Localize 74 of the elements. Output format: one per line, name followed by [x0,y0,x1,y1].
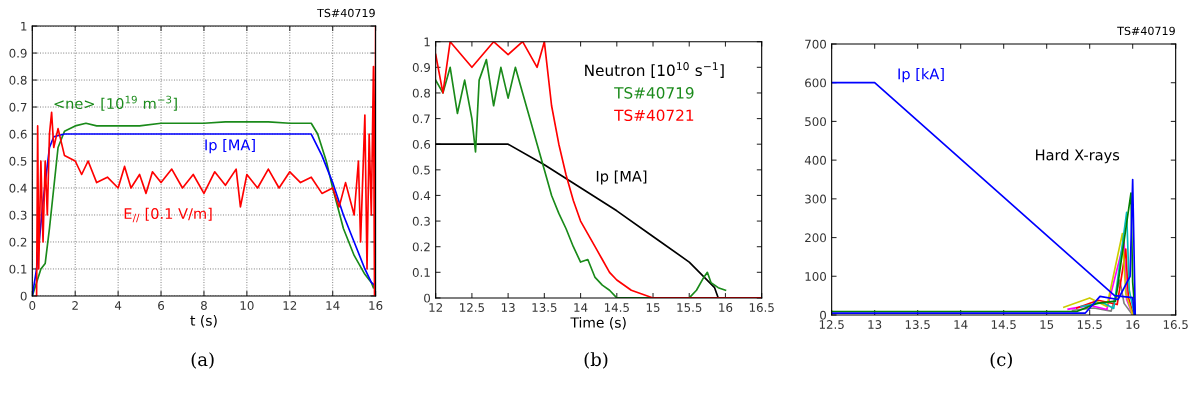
x-tick-label: 2 [72,301,78,310]
y-tick-label: 100 [805,272,827,281]
y-tick-label: 0.5 [9,156,27,166]
y-tick-label: 400 [804,155,827,165]
y-tick-label: 0.3 [9,210,27,220]
legend-title: Neutron [10$^{10}$ s$^{−1}$] [585,62,724,78]
x-tick-label: 13.5 [532,303,557,312]
y-tick-label: 0.1 [9,264,27,274]
series-label: Ip [kA] [898,68,944,83]
x-axis-title: Time (s) [570,317,626,330]
y-tick-label: 1 [424,37,430,47]
x-axis-title: t (s) [190,315,217,328]
x-tick-label: 16 [719,303,733,312]
y-tick-label: 300 [805,194,827,204]
series-label: E$_{//}$ [0.1 V/m] [124,207,212,223]
x-tick-label: 14.5 [991,320,1016,329]
y-tick-label: 0 [424,293,431,303]
x-tick-label: 6 [158,301,165,310]
y-tick-label: 0.4 [9,183,27,193]
y-tick-label: 0.5 [412,165,430,175]
y-tick-label: 0.8 [412,88,431,98]
x-tick-label: 15 [646,303,660,312]
y-tick-label: 0.3 [412,216,430,226]
y-tick-label: 0.8 [9,75,27,85]
y-tick-label: 0.9 [412,63,430,72]
x-tick-label: 14 [574,303,588,312]
x-tick-label: 10 [240,301,254,310]
y-tick-label: 0.2 [412,242,430,252]
y-tick-label: 0.9 [9,48,27,58]
text: TS#40721 [614,109,694,122]
y-tick-label: 200 [805,233,827,243]
text: TS#40719 [1117,26,1175,36]
y-tick-label: 0.7 [9,102,27,112]
annotation: Hard X-rays [1036,149,1120,164]
y-tick-label: 500 [805,117,827,127]
text: TS#40719 [317,8,375,18]
text: TS#40719 [614,87,694,99]
x-tick-label: 12 [429,303,442,312]
series-label: Ip [MA] [205,139,255,154]
y-tick-label: 700 [805,39,827,49]
x-tick-label: 13 [868,320,882,329]
x-tick-label: 15.5 [677,303,702,312]
x-tick-label: 16 [369,301,383,310]
x-tick-label: 4 [114,301,122,310]
y-tick-label: 0.7 [412,114,430,124]
y-tick-label: 0.6 [412,139,431,149]
x-tick-label: 12 [283,301,297,310]
y-tick-label: 1 [21,21,27,31]
y-tick-label: 0 [20,291,27,301]
x-tick-label: 16.5 [1163,320,1188,329]
x-tick-label: 12.5 [819,320,844,329]
x-tick-label: 13 [501,303,515,312]
y-tick-label: 0 [820,310,827,320]
text: (b) [584,352,608,369]
text: (c) [990,352,1012,369]
y-tick-label: 0.2 [9,237,27,247]
y-tick-label: 0.1 [412,268,430,277]
series-label: <ne> [10$^{19}$ m$^{−3}$] [54,95,177,111]
y-tick-label: 600 [805,78,827,88]
x-tick-label: 0 [29,301,36,310]
x-tick-label: 15 [1040,320,1054,329]
y-tick-label: 0.4 [412,191,431,201]
x-tick-label: 8 [201,301,207,310]
x-tick-label: 13.5 [905,320,930,329]
y-tick-label: 0.6 [9,129,27,139]
x-tick-label: 16 [1126,320,1140,329]
x-tick-label: 12.5 [460,303,485,312]
x-tick-label: 15.5 [1077,320,1102,329]
x-tick-label: 16.5 [749,303,774,312]
text: (a) [191,352,214,369]
annotation: Ip [MA] [596,170,647,185]
x-tick-label: 14 [954,320,968,329]
x-tick-label: 14.5 [604,303,629,312]
x-tick-label: 14 [326,301,340,310]
